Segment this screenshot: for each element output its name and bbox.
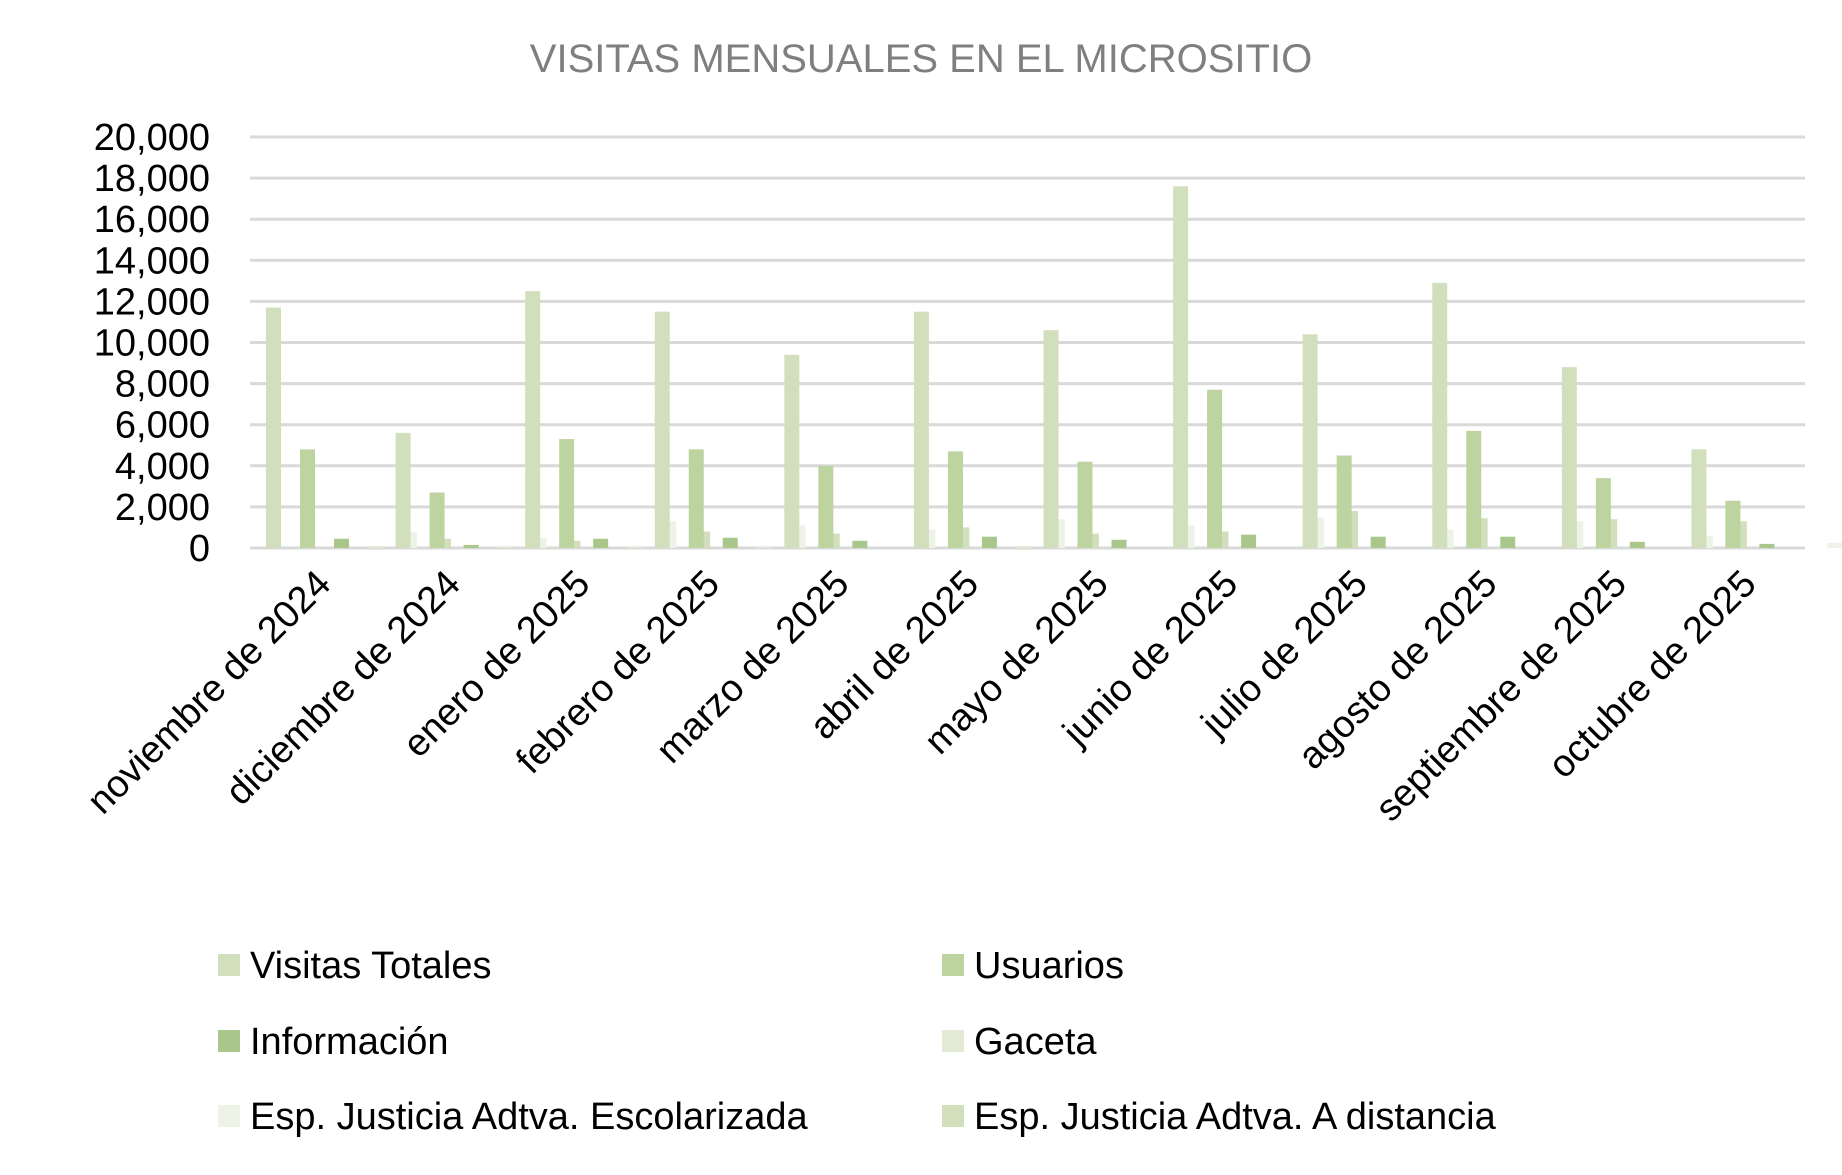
chart-title: VISITAS MENSUALES EN EL MICROSITIO xyxy=(530,37,1312,81)
legend-swatch xyxy=(942,1105,964,1127)
bar-2-11 xyxy=(1759,543,1775,548)
bar-1-1 xyxy=(429,492,445,548)
y-axis: 02,0004,0006,0008,00010,00012,00014,0001… xyxy=(94,117,210,570)
bar-0-10 xyxy=(1561,367,1577,548)
y-tick-label: 8,000 xyxy=(115,364,210,406)
bar-0-6 xyxy=(1043,330,1059,548)
bar-2-10 xyxy=(1629,541,1645,548)
legend-label: Esp. Justicia Adtva. Escolarizada xyxy=(250,1096,808,1138)
bar-3-2 xyxy=(627,546,643,548)
bar-3-0 xyxy=(368,545,383,548)
bars xyxy=(266,186,1842,548)
bar-1-8 xyxy=(1336,455,1352,548)
bar-2-9 xyxy=(1500,536,1516,548)
bar-0-0 xyxy=(266,307,281,548)
y-tick-label: 18,000 xyxy=(94,158,210,200)
bar-1-2 xyxy=(559,439,575,548)
y-tick-label: 10,000 xyxy=(94,323,210,365)
x-tick-label: septiembre de 2025 xyxy=(1368,563,1635,830)
legend-swatch xyxy=(218,954,240,976)
bar-0-1 xyxy=(395,432,411,548)
bar-0-7 xyxy=(1173,186,1189,548)
y-tick-label: 12,000 xyxy=(94,281,210,323)
bar-0-2 xyxy=(525,291,541,548)
x-tick-label: diciembre de 2024 xyxy=(218,563,469,814)
legend-label: Información xyxy=(250,1021,449,1063)
bar-2-7 xyxy=(1241,534,1257,548)
legend-label: Visitas Totales xyxy=(250,945,492,987)
bar-4-11 xyxy=(1827,542,1842,548)
bar-2-1 xyxy=(463,544,479,548)
legend-swatch xyxy=(942,954,964,976)
bar-3-1 xyxy=(497,546,513,548)
gridlines xyxy=(250,135,1805,550)
bar-0-9 xyxy=(1432,282,1448,548)
bar-0-5 xyxy=(913,311,929,548)
bar-2-5 xyxy=(981,536,997,548)
legend-label: Gaceta xyxy=(974,1021,1097,1063)
bar-0-4 xyxy=(784,354,800,548)
y-tick-label: 14,000 xyxy=(94,240,210,282)
bar-1-10 xyxy=(1595,478,1611,548)
bar-1-5 xyxy=(947,451,963,548)
x-tick-label: noviembre de 2024 xyxy=(79,563,339,823)
y-tick-label: 0 xyxy=(189,528,210,570)
legend-swatch xyxy=(218,1105,240,1127)
bar-2-3 xyxy=(722,537,738,548)
bar-1-9 xyxy=(1466,430,1482,548)
legend-swatch xyxy=(218,1030,240,1052)
bar-1-0 xyxy=(300,449,315,548)
legend-label: Usuarios xyxy=(974,945,1124,987)
bar-2-6 xyxy=(1111,539,1127,548)
bar-2-2 xyxy=(593,538,609,548)
bar-3-5 xyxy=(1015,545,1031,548)
legend-swatch xyxy=(942,1030,964,1052)
bar-1-4 xyxy=(818,465,834,548)
legend-label: Esp. Justicia Adtva. A distancia xyxy=(974,1096,1497,1138)
bar-1-3 xyxy=(688,449,704,548)
bar-2-8 xyxy=(1370,536,1386,548)
bar-3-3 xyxy=(756,546,772,548)
legend: Visitas Totales Usuarios Información Gaceta… xyxy=(218,945,1497,1138)
bar-1-6 xyxy=(1077,461,1093,548)
bar-2-0 xyxy=(334,538,349,548)
bar-1-11 xyxy=(1725,500,1741,548)
bar-0-11 xyxy=(1691,449,1707,548)
y-tick-label: 6,000 xyxy=(115,405,210,447)
bar-1-7 xyxy=(1207,389,1223,548)
bar-2-4 xyxy=(852,540,868,548)
bar-0-8 xyxy=(1302,334,1318,548)
bar-0-3 xyxy=(654,311,670,548)
y-tick-label: 16,000 xyxy=(94,199,210,241)
y-tick-label: 20,000 xyxy=(94,117,210,159)
y-tick-label: 4,000 xyxy=(115,446,210,488)
y-tick-label: 2,000 xyxy=(115,487,210,529)
